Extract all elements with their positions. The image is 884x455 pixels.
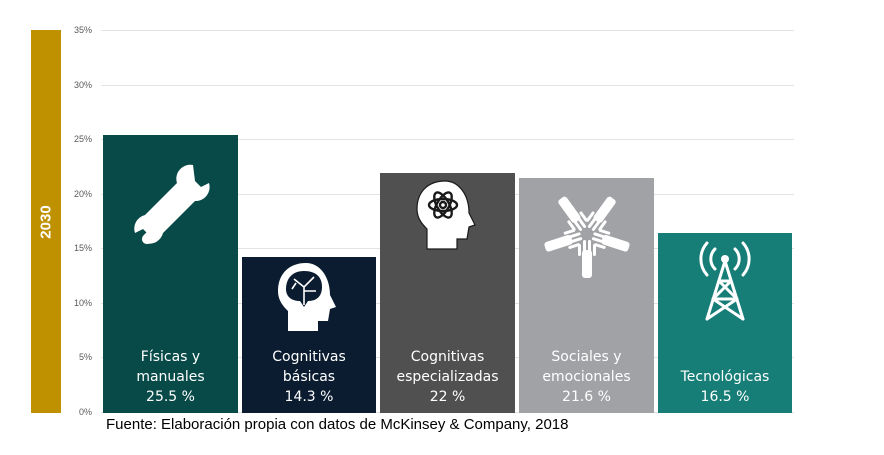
bar-label: manuales [136,369,205,385]
bar-value: 21.6 % [562,389,611,405]
source-caption: Fuente: Elaboración propia con datos de … [106,416,569,433]
hands-circle-icon [543,196,630,278]
bar-label: Sociales y [551,349,622,365]
bar-fisicas-manuales: Físicas y manuales 25.5 % [103,135,238,413]
year-label: 2030 [37,205,55,239]
y-tick-label: 10% [73,298,92,308]
brain-head-icon [278,263,336,331]
year-band [31,30,61,413]
bar-label: Cognitivas [410,349,485,365]
atom-head-icon [415,180,476,250]
bar-value: 16.5 % [700,389,750,405]
bar-value: 22 % [429,389,466,405]
bar-label: especializadas [396,369,499,385]
tools-icon [133,164,210,245]
radio-tower-icon [699,241,751,321]
bar-value: 14.3 % [284,389,334,405]
bar-cognitivas-basicas: Cognitivas básicas 14.3 % [242,257,376,413]
bar-label: Físicas y [140,349,201,365]
y-tick-label: 0% [78,407,92,417]
gridline [101,139,794,140]
y-tick-label: 25% [73,134,92,144]
bar-label: Cognitivas [272,349,346,365]
gridline [101,85,794,86]
bar-tecnologicas: Tecnológicas 16.5 % [658,233,792,413]
y-tick-label: 30% [73,80,92,90]
gridline [101,30,794,31]
bar-label: básicas [282,369,336,385]
bar-label: emocionales [542,369,631,385]
bar-label: Tecnológicas [680,369,770,385]
bar-cognitivas-especializadas: Cognitivas especializadas 22 % [380,173,515,413]
bar-value: 25.5 % [146,389,195,405]
y-tick-label: 35% [73,25,92,35]
y-tick-label: 5% [78,352,92,362]
y-tick-label: 15% [73,243,92,253]
y-tick-label: 20% [73,189,92,199]
bar-sociales-emocionales: Sociales y emocionales 21.6 % [519,178,654,413]
